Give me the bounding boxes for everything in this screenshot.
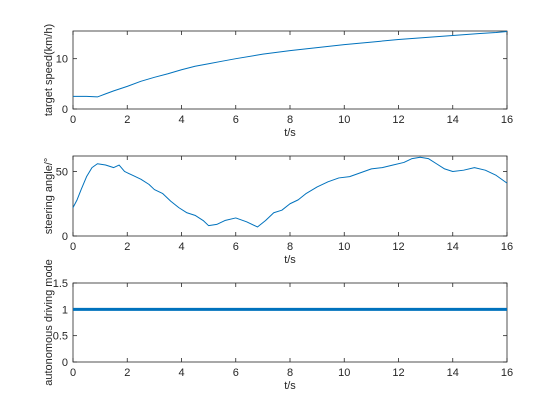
x-tick-label: 2: [124, 114, 130, 126]
y-axis-label: steering angle/°: [43, 158, 55, 235]
x-tick-label: 6: [233, 114, 239, 126]
x-tick-label: 12: [392, 114, 404, 126]
x-axis-label: t/s: [284, 127, 296, 139]
x-tick-label: 4: [178, 367, 184, 379]
x-tick-label: 16: [501, 241, 513, 253]
x-tick-label: 16: [501, 114, 513, 126]
y-tick-label: 1.5: [53, 278, 68, 290]
subplot-steering: 0 2 4 6 8 10 12 14 16 0 50 t/s steering angle/°: [43, 155, 513, 266]
axes-box: [72, 30, 508, 110]
x-tick-label: 12: [392, 367, 404, 379]
y-tick-label: 0.5: [53, 331, 68, 343]
axes-box: [72, 282, 508, 363]
y-tick-label: 0: [62, 104, 68, 116]
series-line: [72, 156, 508, 228]
x-tick-label: 14: [447, 367, 459, 379]
x-axis-label: t/s: [284, 254, 296, 266]
y-axis-label: autonomous driving mode: [43, 259, 55, 386]
x-tick-label: 10: [338, 114, 350, 126]
y-axis-label: target speed(km/h): [43, 24, 55, 116]
x-tick-label: 4: [178, 241, 184, 253]
x-tick-label: 10: [338, 367, 350, 379]
series-line: [73, 31, 508, 98]
y-tick-label: 0: [62, 231, 68, 243]
x-tick-label: 8: [287, 367, 293, 379]
x-tick-label: 14: [447, 241, 459, 253]
y-tick-label: 1: [62, 304, 68, 316]
x-tick-label: 6: [233, 367, 239, 379]
x-tick-label: 0: [70, 114, 76, 126]
x-tick-label: 12: [392, 241, 404, 253]
y-tick-label: 10: [56, 54, 68, 66]
x-tick-label: 10: [338, 241, 350, 253]
x-tick-label: 8: [287, 114, 293, 126]
x-axis-label: t/s: [284, 380, 296, 392]
subplot-mode: 0 2 4 6 8 10 12 14 16 0 0.5 1 1.5 t/s autonomous drivi…: [43, 259, 513, 392]
x-tick-label: 8: [287, 241, 293, 253]
x-tick-label: 2: [124, 241, 130, 253]
y-tick-label: 50: [56, 166, 68, 178]
x-tick-label: 6: [233, 241, 239, 253]
x-tick-label: 4: [178, 114, 184, 126]
x-tick-label: 2: [124, 367, 130, 379]
x-tick-label: 0: [70, 241, 76, 253]
axes-box: [72, 155, 508, 237]
x-tick-label: 14: [447, 114, 459, 126]
x-tick-label: 16: [501, 367, 513, 379]
y-tick-label: 0: [62, 357, 68, 369]
x-tick-label: 0: [70, 367, 76, 379]
subplot-speed: 0 2 4 6 8 10 12 14 16 0 10 t/s target speed(km/h): [43, 24, 513, 139]
